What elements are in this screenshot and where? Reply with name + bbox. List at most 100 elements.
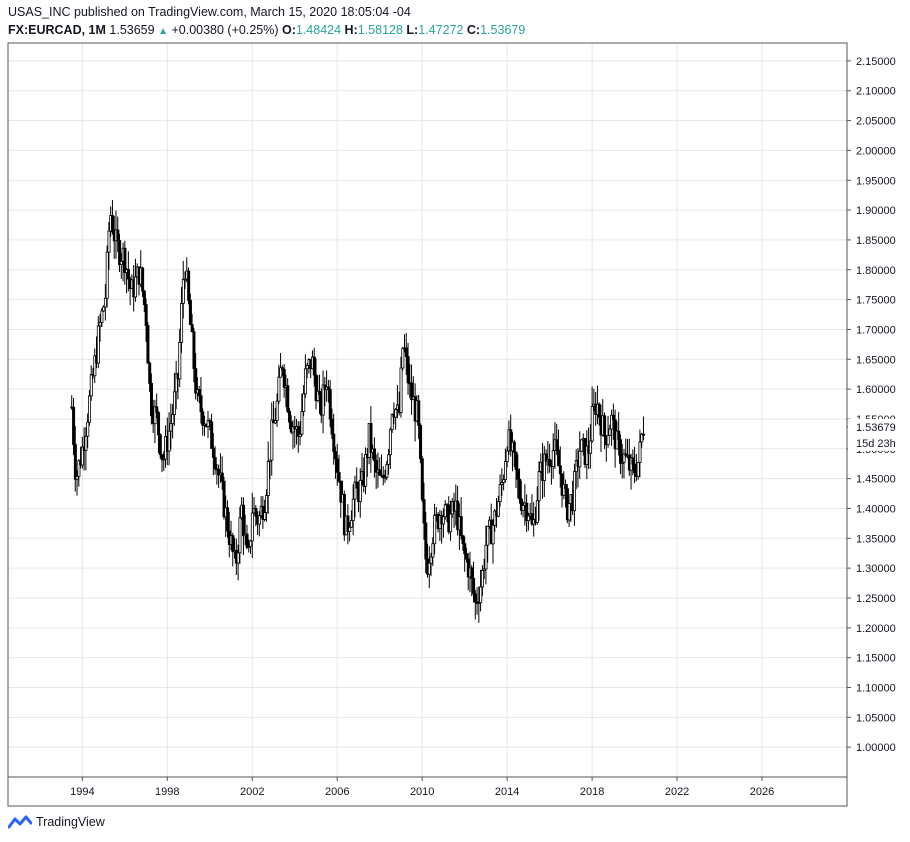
candle-body — [608, 428, 612, 436]
candle-body — [498, 484, 502, 503]
candle-body — [514, 451, 518, 470]
candle-body — [381, 474, 385, 478]
candle-body — [410, 382, 414, 401]
candle-body — [250, 512, 254, 542]
candle-body — [334, 451, 338, 460]
grid-lines — [8, 43, 847, 777]
candle-body — [88, 395, 92, 423]
candle-body — [542, 453, 546, 481]
candle-body — [401, 347, 405, 369]
candle-body — [146, 325, 150, 364]
candle-body — [624, 453, 628, 456]
candle-body — [257, 515, 261, 525]
candle-body — [509, 429, 513, 452]
candle-body — [174, 373, 178, 393]
candle-body — [642, 433, 646, 436]
candle-body — [332, 433, 336, 453]
candle-body — [275, 400, 279, 422]
candle-body — [265, 495, 269, 514]
candle-body — [491, 524, 495, 545]
candle-body — [266, 461, 270, 496]
candle-body — [318, 390, 322, 396]
candle-body — [349, 520, 353, 528]
x-tick-label: 2010 — [410, 786, 434, 798]
candle-body — [521, 505, 525, 511]
candle-body — [358, 479, 362, 503]
candle-body — [226, 507, 230, 532]
candle-body — [268, 459, 272, 463]
y-tick-label: 1.40000 — [856, 503, 896, 515]
up-triangle-icon: ▲ — [158, 26, 168, 37]
candle-body — [449, 513, 453, 533]
candle-body — [378, 469, 382, 476]
candle-body — [167, 430, 171, 452]
candle-body — [564, 484, 568, 490]
candle-body — [399, 367, 403, 413]
candle-body — [353, 481, 357, 500]
candle-body — [484, 544, 488, 570]
quote-line: FX:EURCAD, 1M 1.53659 ▲ +0.00380 (+0.25%… — [8, 22, 525, 40]
candle-body — [364, 454, 368, 487]
candle-body — [321, 384, 325, 416]
candle-body — [197, 389, 201, 397]
candle-body — [89, 374, 93, 397]
footer-brand[interactable]: TradingView — [8, 815, 105, 829]
candle-body — [620, 461, 624, 464]
candle-body — [512, 441, 516, 453]
candle-body — [603, 415, 607, 437]
candle-body — [160, 454, 164, 461]
candle-body — [213, 457, 217, 470]
candle-body — [404, 347, 408, 358]
candle-body — [245, 533, 249, 548]
candle-body — [201, 411, 205, 426]
x-tick-label: 1994 — [70, 786, 94, 798]
candle-body — [116, 229, 120, 241]
candle-body — [493, 510, 497, 526]
candle-body — [394, 409, 398, 418]
candle-body — [77, 460, 81, 477]
publisher-line: USAS_INC published on TradingView.com, M… — [8, 5, 411, 19]
candle-body — [84, 435, 88, 451]
candle-body — [597, 403, 601, 418]
candle-body — [277, 376, 281, 402]
candle-body — [270, 419, 274, 461]
candle-body — [640, 433, 644, 443]
candle-body — [348, 526, 352, 532]
y-tick-label: 1.25000 — [856, 593, 896, 605]
candle-body — [148, 362, 152, 384]
candle-body — [155, 406, 159, 413]
candle-body — [633, 463, 637, 474]
candle-body — [222, 480, 226, 518]
candle-body — [424, 522, 428, 560]
candle-body — [144, 304, 148, 326]
candle-body — [456, 500, 460, 531]
x-tick-label: 2002 — [240, 786, 264, 798]
candle-body — [119, 260, 123, 265]
candle-body — [75, 475, 79, 480]
candle-body — [178, 341, 182, 380]
y-tick-label: 2.10000 — [856, 86, 896, 98]
candles — [70, 200, 646, 623]
candle-body — [100, 310, 104, 323]
candle-body — [519, 498, 523, 511]
candle-body — [610, 414, 614, 430]
candle-body — [479, 586, 483, 604]
candle-body — [355, 481, 359, 489]
symbol-label: FX:EURCAD, 1M — [8, 23, 106, 37]
candle-body — [280, 367, 284, 370]
last-price: 1.53659 — [109, 23, 155, 37]
candle-body — [254, 507, 258, 517]
candle-body — [622, 453, 626, 463]
candle-body — [638, 441, 642, 463]
candle-body — [330, 418, 334, 435]
candle-body — [374, 460, 378, 473]
candle-body — [558, 465, 562, 475]
candle-body — [111, 215, 115, 233]
last-price-label: 1.53679 — [856, 422, 896, 434]
y-tick-label: 1.75000 — [856, 295, 896, 307]
y-tick-label: 1.90000 — [856, 205, 896, 217]
candle-body — [288, 410, 292, 423]
y-tick-label: 1.00000 — [856, 742, 896, 754]
candle-body — [326, 386, 330, 390]
